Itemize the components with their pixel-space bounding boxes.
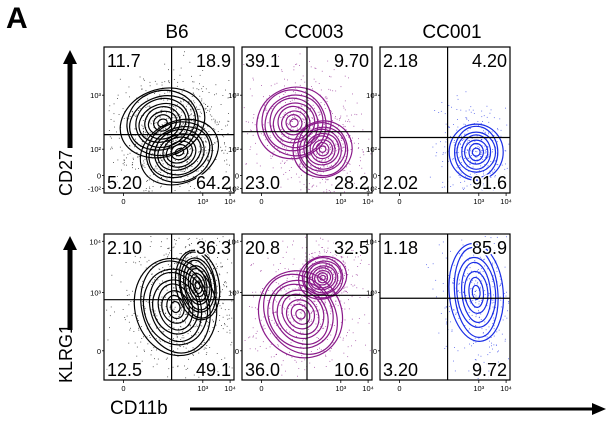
- y-tick-label: 10³: [90, 288, 101, 297]
- quadrant-value-lower-right: 10.6: [334, 360, 369, 380]
- x-tick-label: 10⁴: [224, 197, 236, 206]
- quadrant-value-upper-left: 2.18: [383, 51, 418, 71]
- x-tick-label: 10⁴: [500, 197, 512, 206]
- x-tick-label: 10³: [197, 197, 208, 206]
- y-tick-label: 0: [235, 347, 239, 356]
- density-contours: [448, 123, 504, 181]
- x-tick-label: 10³: [335, 197, 346, 206]
- y-tick-label: 10³: [366, 288, 377, 297]
- y-tick-label: 0: [235, 172, 239, 181]
- quadrant-value-upper-right: 85.9: [472, 238, 507, 258]
- x-tick-label: 0: [397, 384, 401, 393]
- y-tick-label: 0: [373, 347, 377, 356]
- density-contours: [133, 249, 221, 357]
- quadrant-value-lower-right: 64.2: [196, 173, 231, 193]
- x-tick-label: 0: [259, 197, 263, 206]
- panel-frame: [103, 46, 235, 194]
- quadrant-value-lower-left: 3.20: [383, 360, 418, 380]
- event-dots: [429, 91, 510, 191]
- quadrant-value-upper-right: 9.70: [334, 51, 369, 71]
- y-tick-label: 10²: [90, 145, 101, 154]
- x-tick-label: 0: [397, 197, 401, 206]
- density-contours: [448, 242, 505, 342]
- panel-frame: [379, 46, 511, 194]
- x-tick-label: 10³: [197, 384, 208, 393]
- quadrant-value-lower-left: 2.02: [383, 173, 418, 193]
- x-tick-label: 10³: [473, 197, 484, 206]
- y-tick-label: 10⁴: [227, 237, 239, 246]
- x-tick-label: 10⁴: [362, 384, 374, 393]
- column-title-cc003: CC003: [284, 22, 344, 43]
- x-tick-label: 0: [259, 384, 263, 393]
- y-tick-label: 10³: [228, 91, 239, 100]
- quadrant-value-upper-right: 18.9: [196, 51, 231, 71]
- y-tick-label: 10³: [228, 288, 239, 297]
- plot-panel-cc001-row1: 1.18 85.9 3.20 9.72 0 10³ 10⁴ 0 10³ 10⁴: [365, 233, 512, 393]
- quadrant-value-lower-left: 5.20: [107, 173, 142, 193]
- plot-panel-b6-row1: 2.10 36.3 12.5 49.1 0 10³ 10⁴ 0 10³ 10⁴: [89, 233, 236, 393]
- quadrant-value-lower-right: 49.1: [196, 360, 231, 380]
- quadrant-value-upper-left: 11.7: [107, 51, 141, 71]
- plot-panel-cc003-row0: 39.1 9.70 23.0 28.2 0 10³ 10⁴ -10² 0 10² 10³: [226, 46, 374, 206]
- panel-letter: A: [6, 2, 28, 35]
- column-title-b6: B6: [165, 22, 189, 43]
- quadrant-value-upper-left: 2.10: [107, 238, 142, 258]
- column-title-cc001: CC001: [422, 22, 482, 43]
- quadrant-value-lower-right: 91.6: [472, 173, 507, 193]
- quadrant-value-upper-left: 20.8: [245, 238, 280, 258]
- cd27-arrow-head: [63, 50, 77, 64]
- y-tick-label: 10⁴: [365, 237, 377, 246]
- plot-panel-b6-row0: 11.7 18.9 5.20 64.2 0 10³ 10⁴ -10² 0 10² 10³: [88, 46, 236, 206]
- quadrant-value-upper-left: 1.18: [383, 238, 418, 258]
- y-tick-label: -10²: [88, 185, 102, 194]
- y-tick-label: 10²: [366, 145, 377, 154]
- x-tick-label: 0: [121, 384, 125, 393]
- x-tick-label: 10³: [473, 384, 484, 393]
- quadrant-value-lower-right: 28.2: [334, 173, 369, 193]
- y-tick-label: 10³: [366, 91, 377, 100]
- y-tick-label: 10²: [228, 145, 239, 154]
- klrg1-arrow-head: [63, 236, 77, 250]
- x-axis-label: CD11b: [110, 398, 168, 419]
- y-tick-label: 10³: [90, 91, 101, 100]
- y-tick-label: 0: [97, 347, 101, 356]
- plot-panel-cc003-row1: 20.8 32.5 36.0 10.6 0 10³ 10⁴ 0 10³ 10⁴: [227, 233, 374, 393]
- quadrant-value-lower-left: 12.5: [107, 360, 142, 380]
- quadrant-value-upper-left: 39.1: [245, 51, 280, 71]
- x-tick-label: 10³: [335, 384, 346, 393]
- y-tick-label: 0: [97, 172, 101, 181]
- quadrant-value-upper-right: 32.5: [334, 238, 369, 258]
- cd11b-arrow-head: [592, 403, 606, 415]
- x-tick-label: 10⁴: [224, 384, 236, 393]
- y-tick-label: -10²: [226, 185, 240, 194]
- quadrant-value-lower-right: 9.72: [472, 360, 507, 380]
- x-tick-label: 0: [121, 197, 125, 206]
- y-tick-label: -10²: [364, 185, 378, 194]
- x-tick-label: 10⁴: [362, 197, 374, 206]
- x-tick-label: 10⁴: [500, 384, 512, 393]
- y-tick-label: 10⁴: [89, 237, 101, 246]
- quadrant-value-lower-left: 36.0: [245, 360, 280, 380]
- event-dots: [108, 51, 230, 193]
- plot-panel-cc001-row0: 2.18 4.20 2.02 91.6 0 10³ 10⁴ -10² 0 10² 10³: [364, 46, 512, 206]
- quadrant-value-upper-right: 36.3: [196, 238, 231, 258]
- quadrant-value-lower-left: 23.0: [245, 173, 280, 193]
- quadrant-value-upper-right: 4.20: [472, 51, 507, 71]
- density-contours: [256, 86, 353, 179]
- y-tick-label: 0: [373, 172, 377, 181]
